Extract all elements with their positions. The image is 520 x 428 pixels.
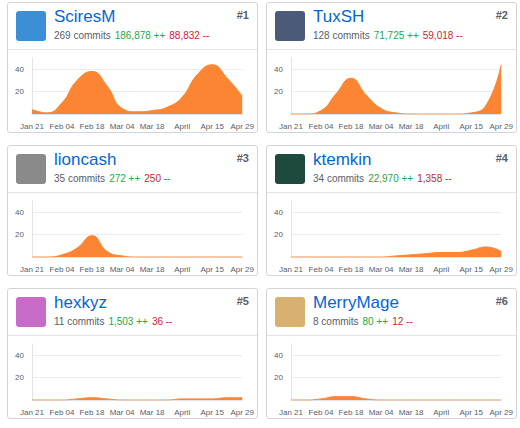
svg-text:Feb 04: Feb 04 [309,408,334,417]
svg-text:40: 40 [15,351,24,360]
svg-text:Jan 21: Jan 21 [279,265,304,274]
svg-text:40: 40 [274,351,283,360]
svg-text:Apr 29: Apr 29 [489,408,513,417]
svg-text:Mar 04: Mar 04 [369,122,394,131]
svg-text:Feb 04: Feb 04 [50,408,75,417]
html-text:#3: #3 [236,152,249,164]
svg-text:20: 20 [274,373,283,382]
svg-text:Feb 04: Feb 04 [50,122,75,131]
svg-text:Apr 29: Apr 29 [230,122,254,131]
svg-text:Feb 04: Feb 04 [309,265,334,274]
svg-text:20: 20 [15,87,24,96]
svg-text:Feb 18: Feb 18 [339,408,364,417]
svg-text:Apr 29: Apr 29 [230,265,254,274]
svg-text:20: 20 [15,230,24,239]
svg-text:Apr 15: Apr 15 [200,122,224,131]
html-text:#6: #6 [495,295,508,307]
svg-text:April: April [433,408,449,417]
html-text:#1: #1 [236,9,249,21]
svg-text:Mar 18: Mar 18 [140,408,165,417]
svg-text:Feb 04: Feb 04 [50,265,75,274]
svg-text:Feb 18: Feb 18 [80,122,105,131]
html-text:ktemkin: ktemkin [313,150,372,169]
svg-text:April: April [174,122,190,131]
svg-text:Jan 21: Jan 21 [20,265,45,274]
html-text:TuxSH: TuxSH [313,7,365,26]
html-text:hexkyz: hexkyz [54,293,107,312]
svg-text:40: 40 [15,65,24,74]
svg-text:Jan 21: Jan 21 [279,122,304,131]
html-text:SciresM: SciresM [54,7,116,26]
html-text:MerryMage: MerryMage [313,293,399,312]
html-text:#2: #2 [495,9,508,21]
svg-text:Apr 15: Apr 15 [459,122,483,131]
svg-text:40: 40 [274,65,283,74]
svg-text:20: 20 [274,87,283,96]
svg-text:40: 40 [274,208,283,217]
svg-text:Mar 18: Mar 18 [399,122,424,131]
svg-text:40: 40 [15,208,24,217]
svg-text:Mar 04: Mar 04 [110,265,135,274]
svg-text:Jan 21: Jan 21 [20,122,45,131]
svg-text:Apr 15: Apr 15 [459,265,483,274]
svg-text:Apr 15: Apr 15 [459,408,483,417]
svg-text:April: April [433,265,449,274]
svg-text:Mar 04: Mar 04 [110,408,135,417]
svg-text:Apr 15: Apr 15 [200,265,224,274]
html-text:#4: #4 [495,152,508,164]
svg-text:Apr 15: Apr 15 [200,408,224,417]
svg-text:Jan 21: Jan 21 [279,408,304,417]
svg-text:Mar 18: Mar 18 [399,265,424,274]
svg-text:Mar 04: Mar 04 [369,408,394,417]
svg-text:20: 20 [274,230,283,239]
svg-text:Mar 18: Mar 18 [399,408,424,417]
html-text:lioncash: lioncash [54,150,117,169]
svg-text:Mar 04: Mar 04 [110,122,135,131]
html-text:269 commits 186,878 ++ 88,832: 269 commits 186,878 ++ 88,832 -- [54,30,210,41]
html-text:8 commits 80 ++ 12 --: 8 commits 80 ++ 12 -- [313,316,413,327]
html-text:#5: #5 [236,295,249,307]
svg-text:Apr 29: Apr 29 [230,408,254,417]
html-text:35 commits 272 ++ 250 --: 35 commits 272 ++ 250 -- [54,173,171,184]
svg-text:Feb 18: Feb 18 [80,408,105,417]
html-text:11 commits 1,503 ++ 36 --: 11 commits 1,503 ++ 36 -- [54,316,173,327]
svg-text:Mar 18: Mar 18 [140,265,165,274]
svg-text:Apr 29: Apr 29 [489,265,513,274]
svg-text:April: April [174,408,190,417]
svg-text:April: April [174,265,190,274]
svg-text:Feb 18: Feb 18 [339,122,364,131]
html-text:128 commits 71,725 ++ 59,018 -: 128 commits 71,725 ++ 59,018 -- [313,30,463,41]
svg-text:April: April [433,122,449,131]
svg-text:Feb 18: Feb 18 [80,265,105,274]
svg-text:Apr 29: Apr 29 [489,122,513,131]
svg-text:Feb 04: Feb 04 [309,122,334,131]
svg-text:Feb 18: Feb 18 [339,265,364,274]
svg-text:Mar 04: Mar 04 [369,265,394,274]
svg-text:Jan 21: Jan 21 [20,408,45,417]
svg-text:20: 20 [15,373,24,382]
html-text:34 commits 22,970 ++ 1,358 --: 34 commits 22,970 ++ 1,358 -- [313,173,452,184]
svg-text:Mar 18: Mar 18 [140,122,165,131]
